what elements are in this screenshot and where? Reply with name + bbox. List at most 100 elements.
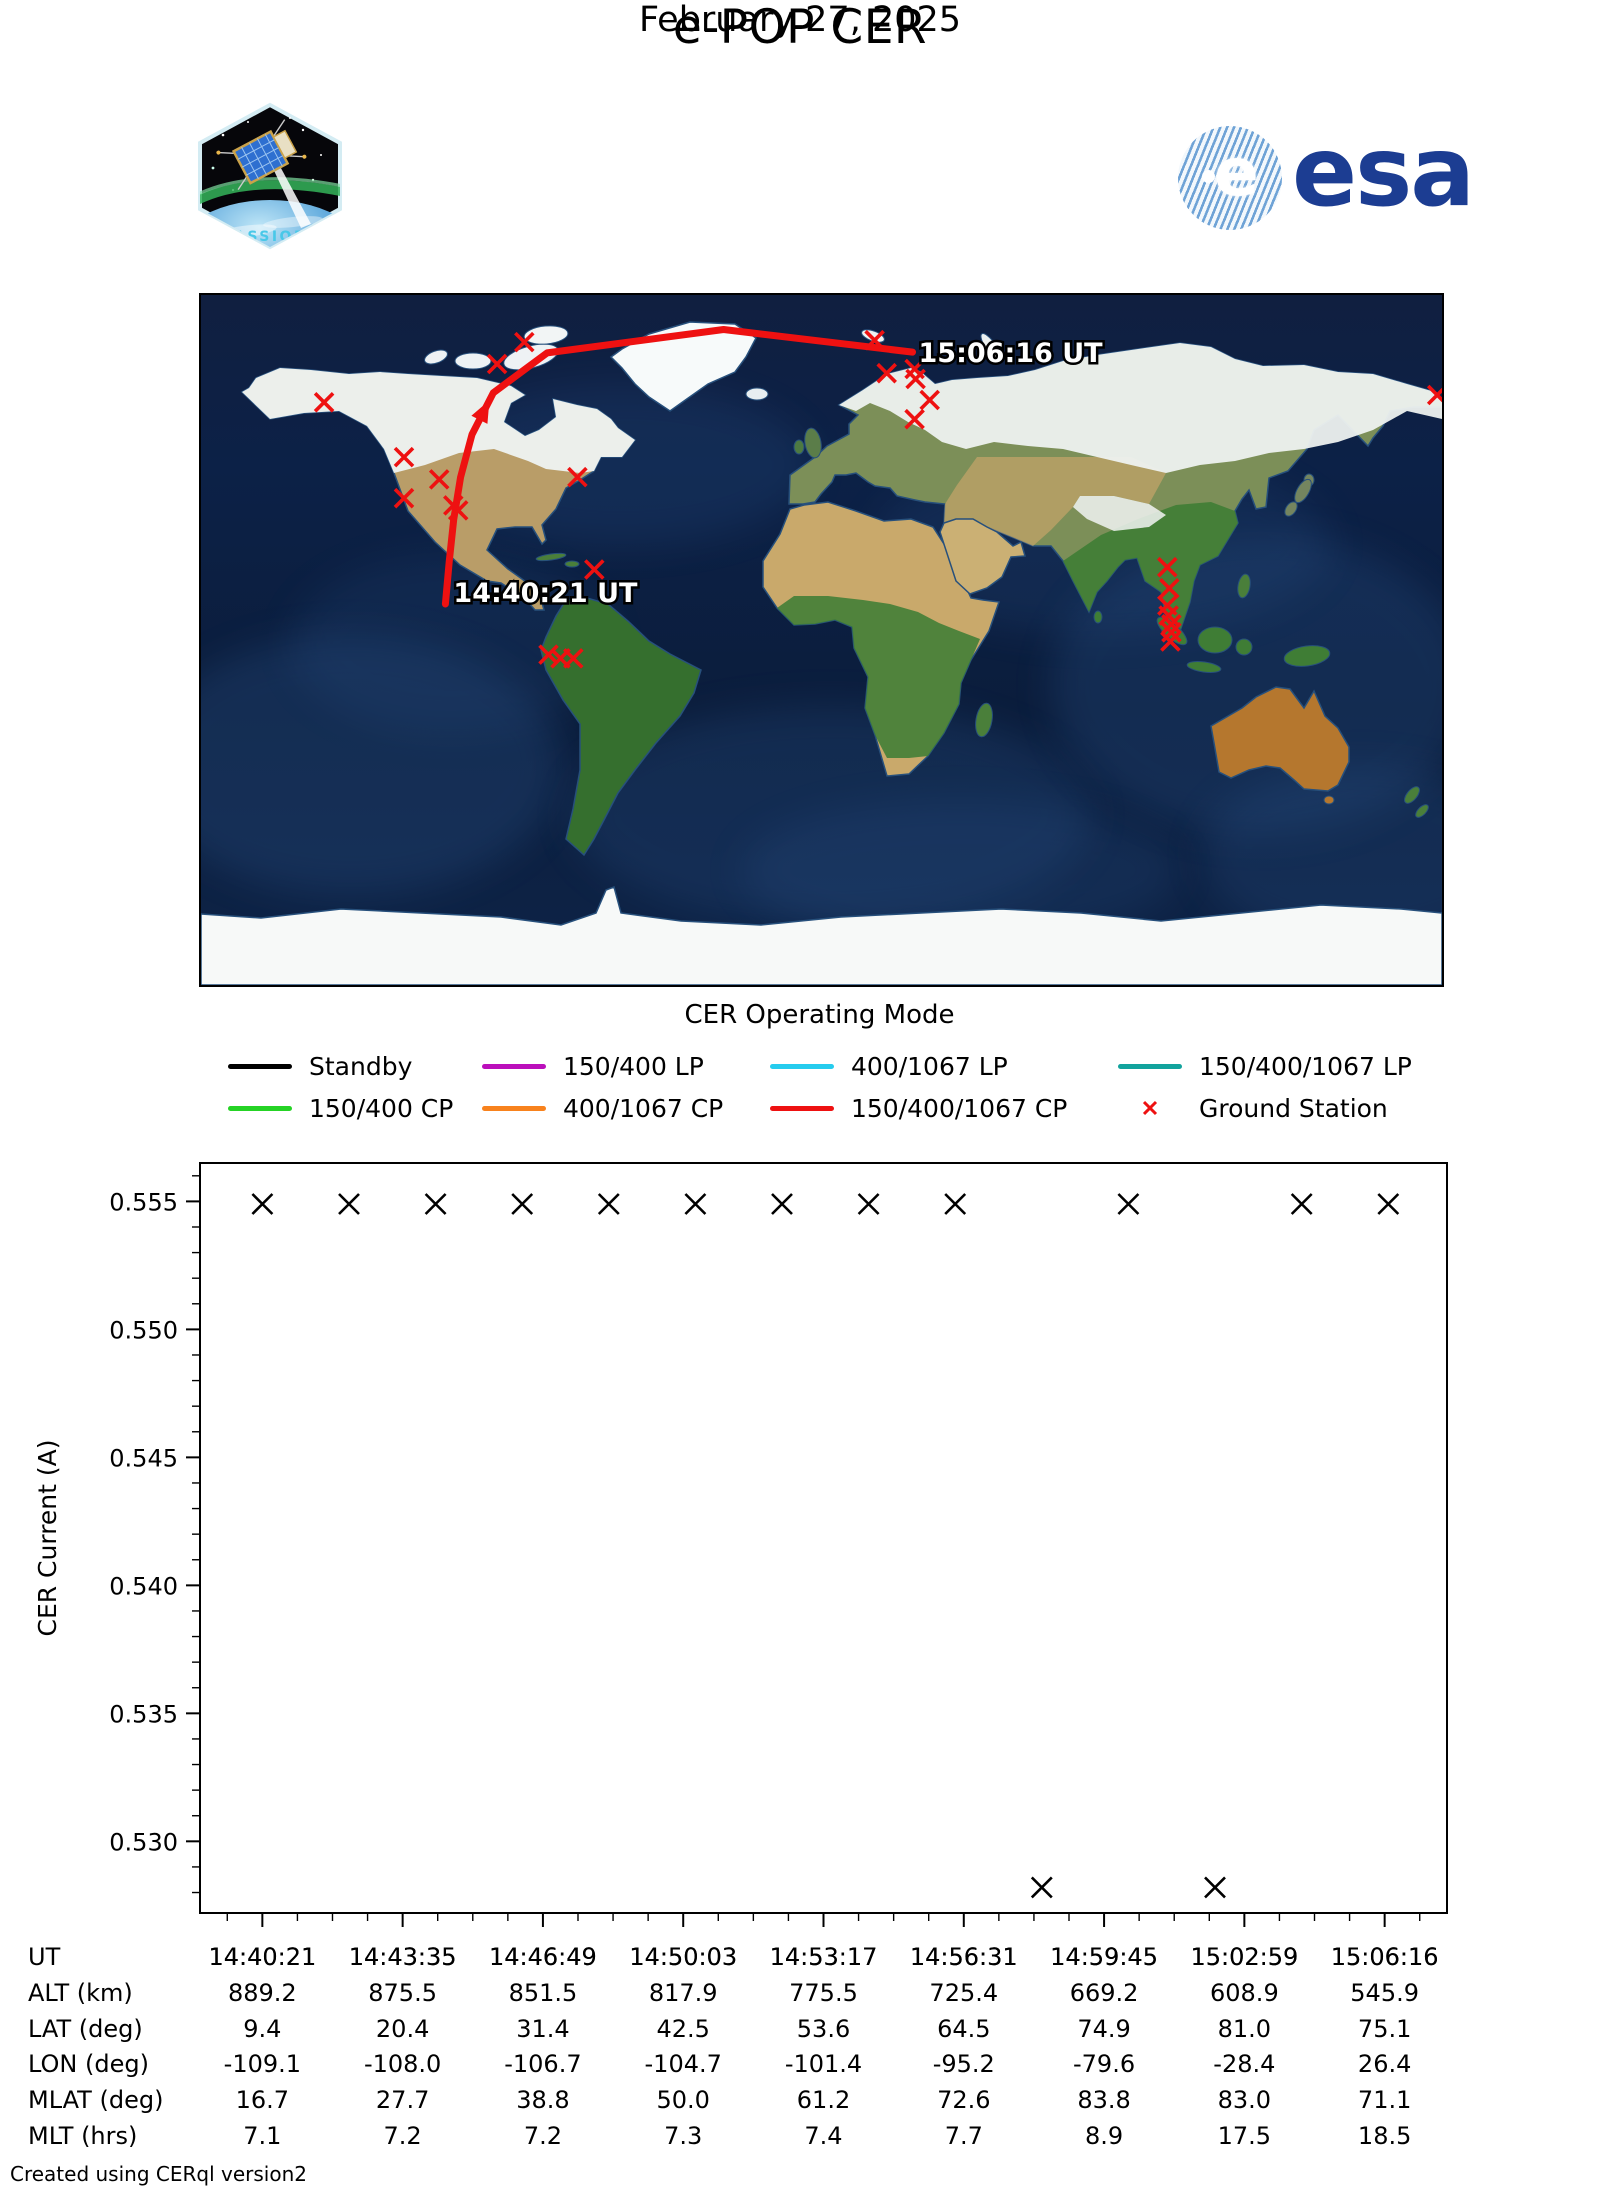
legend-item-400-1067-lp: 400/1067 LP [770, 1050, 1008, 1082]
legend-item-150-400-lp: 150/400 LP [482, 1050, 704, 1082]
esa-logo-wordmark: esa [1292, 116, 1475, 228]
ground-station-marker [904, 408, 925, 430]
page-date: February 27, 2025 [638, 0, 962, 40]
data-point-x-marker [597, 1193, 620, 1215]
table-cell: 7.1 [243, 2122, 282, 2150]
ground-station-marker [584, 559, 605, 580]
table-cell: 775.5 [789, 1979, 858, 2007]
legend-item-400-1067-cp: 400/1067 CP [482, 1092, 723, 1124]
data-point-x-marker [944, 1193, 967, 1215]
table-cell: 83.0 [1217, 2086, 1272, 2114]
y-tick-label: 0.555 [109, 1188, 178, 1216]
table-row-label-ut: UT [28, 1943, 61, 1971]
ground-station-marker [864, 329, 885, 351]
ground-station-marker [1160, 631, 1181, 652]
track-start-time-label: 14:40:21 UT [453, 578, 638, 609]
table-cell: -108.0 [363, 2050, 442, 2078]
legend-line-swatch [1118, 1063, 1182, 1069]
data-point-x-marker [684, 1193, 707, 1215]
table-cell: 53.6 [796, 2015, 851, 2043]
patch-label: CASSIOPE [221, 229, 319, 245]
data-point-x-marker [511, 1193, 534, 1215]
ground-station-marker [393, 487, 415, 509]
satellite-ground-track [441, 326, 916, 608]
cer-current-chart: 14:40:21 14:43:35 14:46:49 14:50:03 14:53:17… [33, 1162, 1448, 1971]
table-cell: 72.6 [937, 2086, 991, 2114]
legend-line-swatch [770, 1063, 834, 1069]
ground-station-marker [447, 500, 469, 521]
ground-station-marker [538, 644, 559, 665]
table-cell: -101.4 [784, 2050, 863, 2078]
table-cell: 14:40:21 [208, 1943, 317, 1971]
table-cell: 16.7 [235, 2086, 290, 2114]
table-cell: 8.9 [1084, 2122, 1124, 2150]
ground-station-marker [567, 466, 588, 488]
ground-station-marker [876, 362, 897, 384]
y-tick-label: 0.535 [109, 1700, 178, 1728]
legend-line-swatch [228, 1063, 292, 1069]
legend-ground-station-x-icon [1118, 1098, 1182, 1118]
table-cell: -79.6 [1073, 2050, 1136, 2078]
table-cell: 14:53:17 [769, 1943, 878, 1971]
table-cell: 14:50:03 [629, 1943, 738, 1971]
x-tick-label: 14:50:03 [629, 1943, 737, 1971]
table-cell: 669.2 [1069, 1979, 1139, 2007]
y-tick-label: 0.530 [109, 1828, 178, 1856]
table-cell: 7.3 [664, 2122, 703, 2150]
table-cell: 26.4 [1357, 2050, 1412, 2078]
ground-station-marker [486, 353, 508, 375]
table-cell: 64.5 [937, 2015, 991, 2043]
ground-station-marker [428, 469, 450, 490]
table-cell: 7.2 [383, 2122, 422, 2150]
x-tick-label: 14:53:17 [770, 1943, 878, 1971]
x-tick-label: 14:56:31 [910, 1943, 1018, 1971]
y-tick-label: 0.550 [109, 1316, 178, 1344]
table-cell: 14:56:31 [909, 1943, 1018, 1971]
legend-item-label: 400/1067 LP [851, 1051, 1008, 1081]
x-tick-label: 15:06:16 [1331, 1943, 1439, 1971]
map-legend-title: CER Operating Mode [684, 1000, 955, 1030]
table-cell: 15:02:59 [1190, 1943, 1299, 1971]
table-row-label-lat: LAT (deg) [28, 2015, 143, 2043]
table-cell: 75.1 [1357, 2015, 1412, 2043]
ground-station-marker [905, 368, 926, 390]
legend-item-label: Standby [309, 1051, 413, 1081]
continents [200, 321, 1443, 986]
ground-station-marker [1161, 614, 1182, 635]
table-cell: -28.4 [1213, 2050, 1276, 2078]
legend-item-label: 150/400/1067 LP [1199, 1051, 1412, 1081]
table-cell: 9.4 [243, 2015, 282, 2043]
table-row-label-alt: ALT (km) [28, 1979, 133, 2007]
data-point-x-marker [771, 1193, 793, 1215]
table-cell: 889.2 [227, 1979, 297, 2007]
x-tick-label: 14:40:21 [208, 1943, 316, 1971]
table-cell: 608.9 [1210, 1979, 1279, 2007]
table-row-label-lon: LON (deg) [28, 2050, 149, 2078]
data-point-x-marker [338, 1193, 360, 1215]
table-cell: 83.8 [1077, 2086, 1131, 2114]
data-point-x-marker [857, 1193, 880, 1215]
x-tick-label: 14:46:49 [489, 1943, 597, 1971]
data-point-x-marker [1204, 1876, 1226, 1899]
esa-globe-icon: e [1178, 126, 1282, 230]
data-point-x-marker [1030, 1876, 1053, 1899]
page-title: e-POP CER [672, 0, 928, 55]
data-point-x-marker [1290, 1193, 1313, 1215]
data-point-x-marker [251, 1193, 274, 1215]
y-tick-label: 0.545 [109, 1444, 178, 1472]
legend-item-standby: Standby [228, 1050, 412, 1082]
table-cell: 7.7 [944, 2122, 983, 2150]
data-point-x-marker [424, 1193, 447, 1215]
ground-station-marker [1159, 578, 1180, 599]
x-tick-label: 14:43:35 [349, 1943, 457, 1971]
ground-station-marker [514, 331, 535, 353]
table-cell: -95.2 [932, 2050, 995, 2078]
table-cell: 42.5 [656, 2015, 710, 2043]
world-map: 14:40:21 UT 15:06:16 UT [141, 295, 1521, 986]
table-cell: 7.2 [523, 2122, 562, 2150]
table-cell: 17.5 [1217, 2122, 1272, 2150]
table-cell: 31.4 [516, 2015, 570, 2043]
legend-item-150-400-1067-cp: 150/400/1067 CP [770, 1092, 1067, 1124]
legend-item-150-400-cp: 150/400 CP [228, 1092, 453, 1124]
table-cell: 74.9 [1077, 2015, 1131, 2043]
